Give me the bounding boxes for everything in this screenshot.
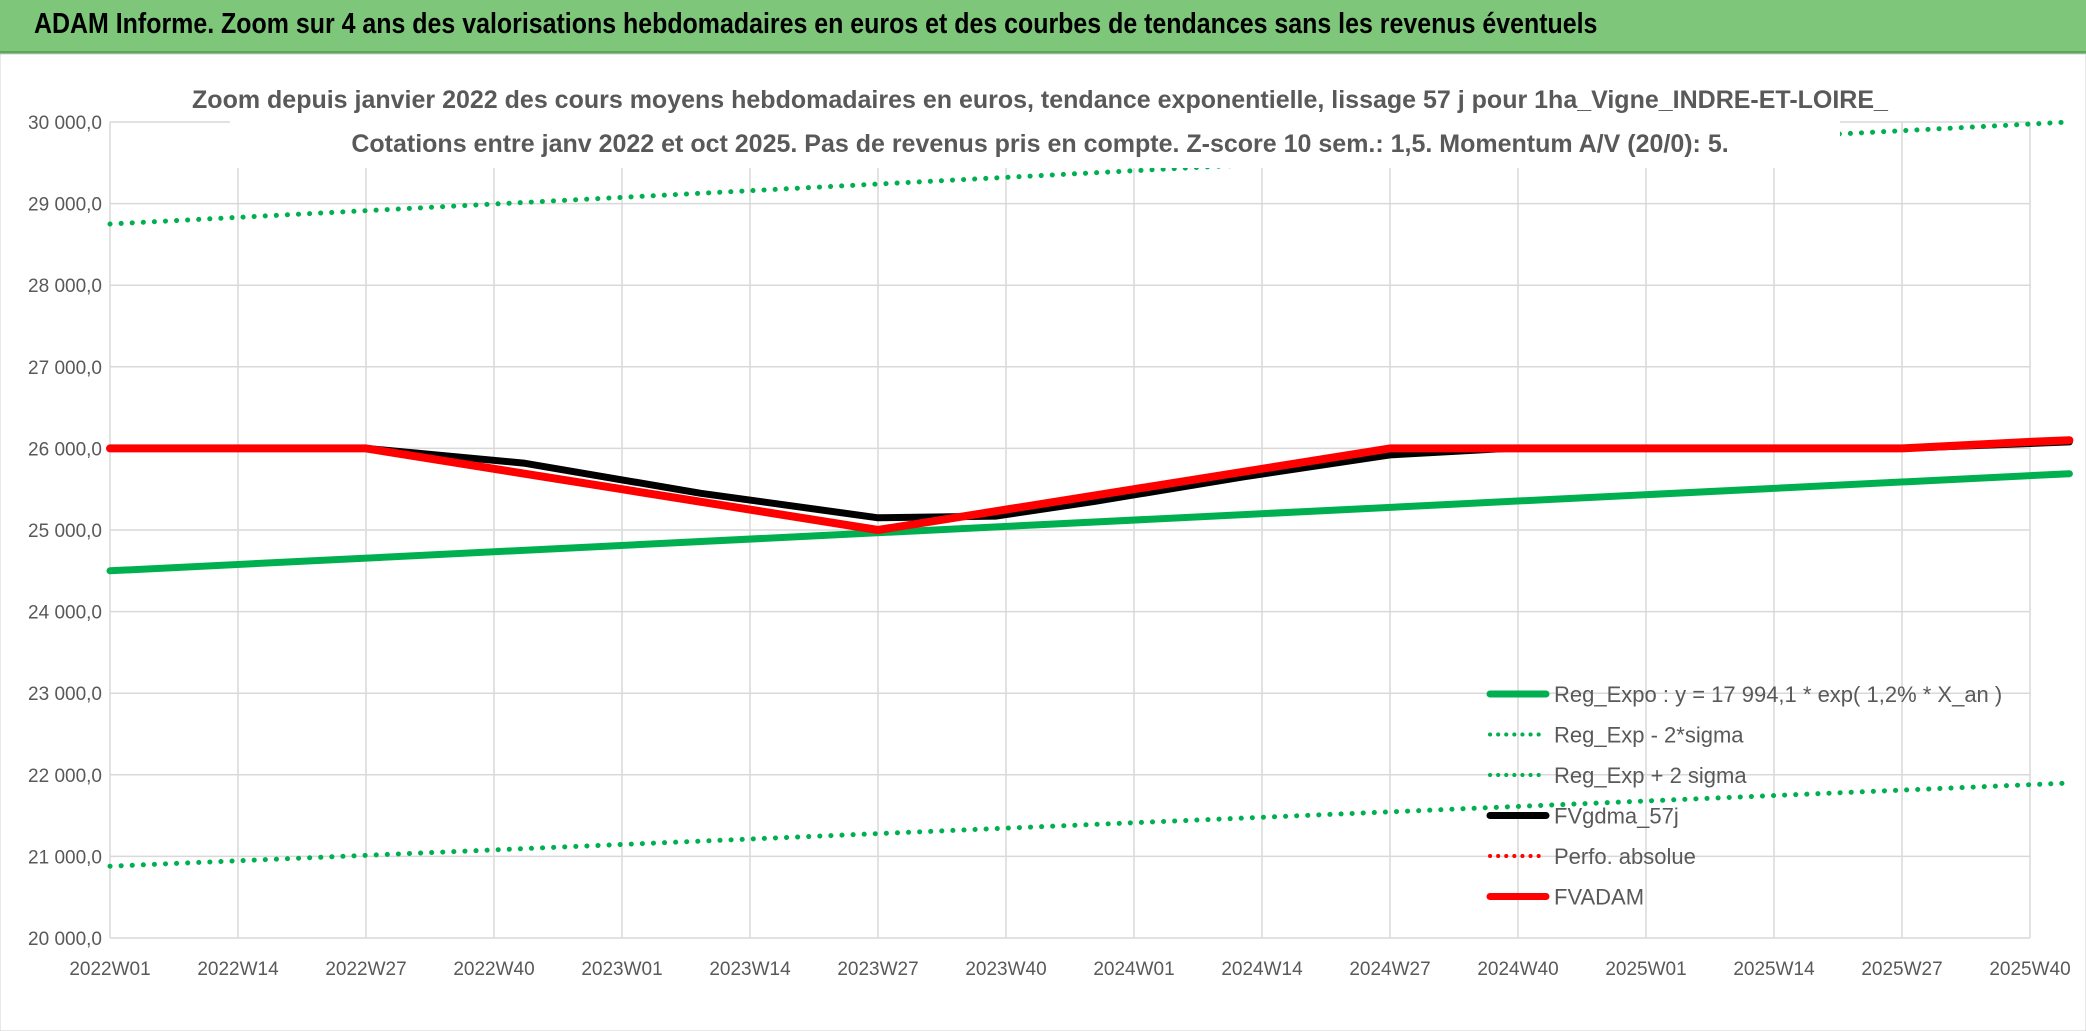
series-line-5 — [106, 436, 2074, 534]
x-tick-label: 2025W40 — [1989, 959, 2070, 980]
y-tick-label: 26 000,0 — [28, 439, 102, 460]
legend-label: Reg_Exp + 2 sigma — [1554, 763, 1747, 788]
x-tick-label: 2023W27 — [837, 959, 918, 980]
x-tick-label: 2022W01 — [69, 959, 150, 980]
x-tick-label: 2025W01 — [1605, 959, 1686, 980]
x-tick-label: 2023W01 — [581, 959, 662, 980]
x-tick-label: 2024W27 — [1349, 959, 1430, 980]
x-tick-label: 2024W01 — [1093, 959, 1174, 980]
y-tick-label: 20 000,0 — [28, 929, 102, 950]
x-tick-label: 2024W14 — [1221, 959, 1303, 980]
chart-area — [0, 53, 2086, 1031]
gridlines — [109, 121, 2031, 939]
y-tick-label: 27 000,0 — [28, 358, 102, 379]
legend: Reg_Expo : y = 17 994,1 * exp( 1,2% * X_… — [1486, 682, 2002, 910]
x-tick-label: 2022W40 — [453, 959, 534, 980]
x-tick-label: 2022W27 — [325, 959, 406, 980]
chart-title-line-2: Cotations entre janv 2022 et oct 2025. P… — [351, 130, 1728, 158]
banner: ADAM Informe. Zoom sur 4 ans des valoris… — [0, 0, 2086, 54]
x-tick-label: 2022W14 — [197, 959, 279, 980]
legend-label: FVgdma_57j — [1554, 804, 1679, 829]
y-tick-label: 28 000,0 — [28, 276, 102, 297]
x-tick-label: 2025W27 — [1861, 959, 1942, 980]
y-tick-label: 23 000,0 — [28, 684, 102, 705]
x-tick-label: 2023W40 — [965, 959, 1046, 980]
title-background — [230, 76, 1840, 168]
y-tick-label: 22 000,0 — [28, 766, 102, 787]
y-tick-label: 30 000,0 — [28, 113, 102, 134]
chart-title-line-1: Zoom depuis janvier 2022 des cours moyen… — [192, 86, 1889, 114]
banner-title: ADAM Informe. Zoom sur 4 ans des valoris… — [34, 8, 1598, 40]
series-line-0 — [106, 470, 2073, 575]
series-lines — [106, 119, 2074, 869]
x-tick-label: 2023W14 — [709, 959, 791, 980]
y-tick-label: 25 000,0 — [28, 521, 102, 542]
y-tick-label: 21 000,0 — [28, 847, 102, 868]
y-tick-label: 24 000,0 — [28, 603, 102, 624]
legend-label: Perfo. absolue — [1554, 844, 1696, 869]
y-tick-label: 29 000,0 — [28, 195, 102, 216]
x-tick-label: 2025W14 — [1733, 959, 1815, 980]
x-tick-label: 2024W40 — [1477, 959, 1558, 980]
y-axis-ticks: 20 000,0 21 000,0 22 000,0 23 000,0 24 000,0… — [28, 113, 102, 950]
legend-label: Reg_Exp - 2*sigma — [1554, 723, 1744, 748]
legend-label: FVADAM — [1554, 885, 1644, 910]
legend-label: Reg_Expo : y = 17 994,1 * exp( 1,2% * X_… — [1554, 682, 2002, 707]
x-axis-ticks: 2022W01 2022W14 2022W27 2022W40 2023W01 2023W… — [69, 959, 2070, 980]
chart-title: Zoom depuis janvier 2022 des cours moyen… — [192, 76, 1889, 168]
